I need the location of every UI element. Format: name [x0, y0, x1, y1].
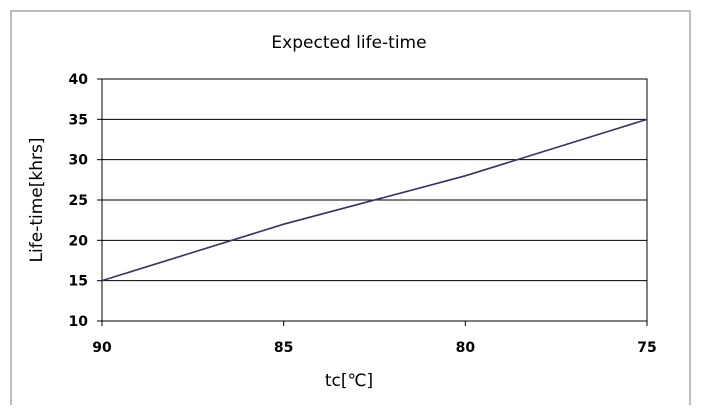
x-tick-label: 90	[92, 340, 112, 356]
chart-title: Expected life-time	[271, 33, 426, 53]
x-tick-label: 75	[637, 340, 656, 356]
y-tick-label: 40	[69, 72, 89, 88]
y-tick-label: 20	[69, 233, 89, 249]
y-tick-label: 30	[69, 153, 89, 169]
x-tick-label: 85	[274, 340, 293, 356]
y-axis-label: Life-time[khrs]	[27, 138, 47, 263]
y-tick-label: 35	[69, 112, 88, 128]
y-tick-label: 10	[69, 314, 89, 330]
y-tick-label: 15	[69, 274, 88, 290]
chart-border	[11, 11, 690, 405]
x-tick-label: 80	[456, 340, 476, 356]
y-tick-label: 25	[69, 193, 88, 209]
x-axis-label: tc[℃]	[325, 371, 373, 391]
